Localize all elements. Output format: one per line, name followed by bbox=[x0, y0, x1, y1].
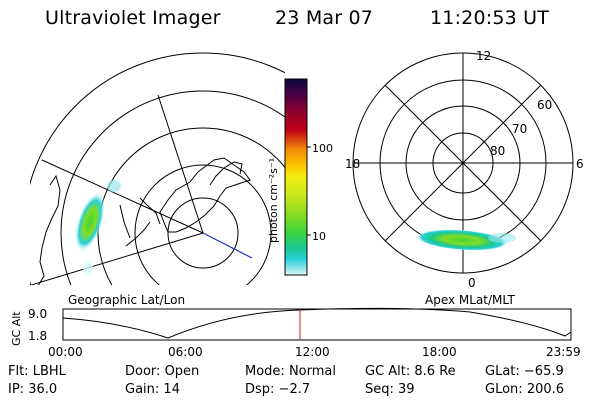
geographic-label: Geographic Lat/Lon bbox=[68, 293, 186, 307]
time-text: 11:20:53 UT bbox=[430, 7, 550, 29]
mlt-label-18: 18 bbox=[345, 157, 360, 171]
info-mode: Mode: Normal bbox=[245, 364, 336, 379]
colorbar: 100 10 photon cm⁻²s⁻¹ bbox=[267, 78, 333, 276]
colorbar-tick-10: 10 bbox=[312, 230, 326, 243]
date-text: 23 Mar 07 bbox=[275, 7, 374, 29]
x-tick-1800: 18:00 bbox=[422, 345, 457, 359]
info-seq: Seq: 39 bbox=[365, 382, 415, 397]
info-glat: GLat: −65.9 bbox=[485, 364, 564, 379]
aurora-emission bbox=[75, 193, 105, 251]
colorbar-tick-100: 100 bbox=[312, 142, 333, 155]
x-tick-0600: 06:00 bbox=[168, 345, 203, 359]
mlat-label-70: 70 bbox=[512, 122, 527, 136]
orbit-timeline: GC Alt 9.0 1.8 bbox=[10, 307, 572, 346]
x-tick-1200: 12:00 bbox=[295, 345, 330, 359]
instrument-title: Ultraviolet Imager bbox=[45, 7, 221, 29]
y-tick-9: 9.0 bbox=[28, 307, 47, 321]
colorbar-unit-label: photon cm⁻²s⁻¹ bbox=[267, 158, 280, 243]
mlt-label-0: 0 bbox=[468, 276, 476, 290]
info-gain: Gain: 14 bbox=[125, 382, 180, 397]
x-tick-0000: 00:00 bbox=[48, 345, 83, 359]
apex-label: Apex MLat/MLT bbox=[425, 293, 515, 307]
info-glon: GLon: 200.6 bbox=[485, 382, 565, 397]
geographic-map bbox=[30, 52, 285, 285]
mlat-label-80: 80 bbox=[490, 144, 505, 158]
y-tick-1-8: 1.8 bbox=[28, 329, 47, 343]
info-gc-alt: GC Alt: 8.6 Re bbox=[365, 364, 456, 379]
info-dsp: Dsp: −2.7 bbox=[245, 382, 311, 397]
polar-plot: 12 18 6 0 60 70 80 bbox=[345, 49, 584, 290]
mlat-label-60: 60 bbox=[537, 98, 552, 112]
terminator-line bbox=[202, 232, 253, 259]
auroral-oval bbox=[417, 229, 507, 251]
mlt-label-6: 6 bbox=[576, 157, 584, 171]
x-tick-2359: 23:59 bbox=[546, 345, 581, 359]
info-door: Door: Open bbox=[125, 364, 200, 379]
info-ip: IP: 36.0 bbox=[8, 382, 58, 397]
info-flt: Flt: LBHL bbox=[8, 364, 66, 379]
mlt-label-12: 12 bbox=[476, 49, 491, 63]
timeline-y-label: GC Alt bbox=[10, 311, 23, 346]
